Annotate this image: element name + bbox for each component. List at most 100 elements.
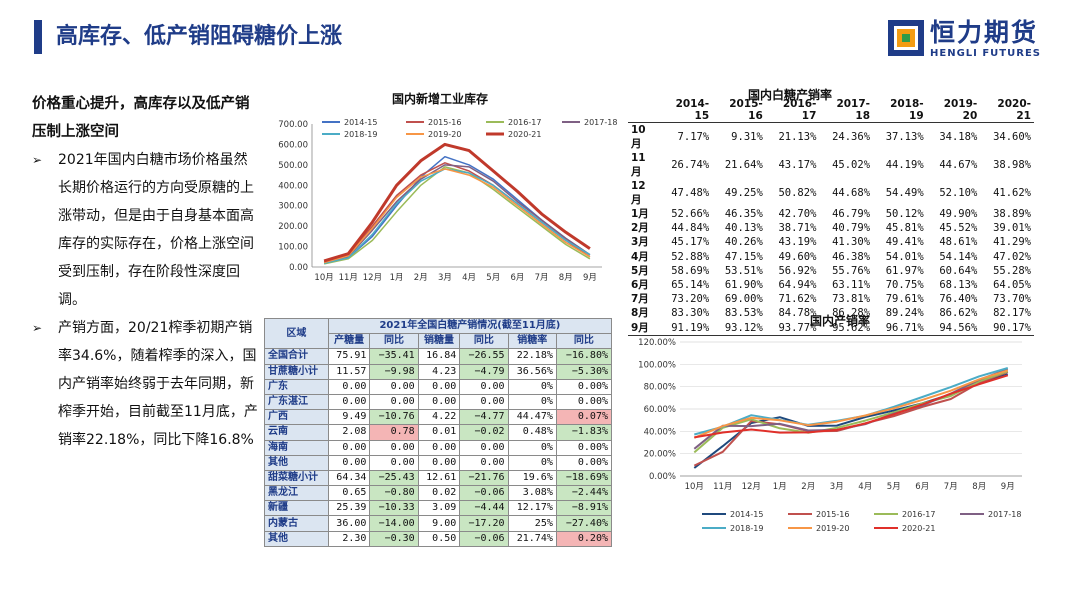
rate-cell: 73.81% [832,293,871,306]
x-tick-label: 9月 [583,273,597,283]
month-label: 10月 [628,122,659,151]
rate-cell: 91.19% [658,320,713,336]
value-cell: 0.00% [555,393,613,411]
value-cell: 0.00 [459,378,509,395]
column-header: 销糖量 [417,333,461,350]
rate-cell: 55.28% [993,264,1031,277]
value-cell: −10.76 [369,409,419,426]
rate-cell: 82.17% [993,307,1031,320]
table-row: 黑龙江 0.65 −0.80 0.02 −0.06 3.08% −2.44% [264,485,613,502]
summary-heading: 价格重心提升，高库存以及低产销压制上涨空间 [32,96,250,140]
y-tick-label: 600.00 [278,140,308,150]
value-cell: 0.00 [369,378,419,395]
value-cell: 0.01 [417,424,461,441]
table-header-row: 区域 2021年全国白糖产销情况(截至11月底) [264,317,613,350]
x-tick-label: 7月 [944,482,958,492]
region-header: 区域 [264,317,329,350]
season-column-header: 2014-15 [658,98,713,123]
series-line-2019-20 [323,168,591,264]
column-header: 同比 [555,333,613,350]
rate-cell: 44.67% [939,159,978,171]
rate-cell: 54.49% [885,187,924,199]
month-label: 6月 [631,279,649,292]
region-label: 广东湛江 [264,393,329,411]
rate-cell: 41.30% [832,236,871,249]
inventory-line-chart: 0.00 100.00 200.00 300.00 400.00 500.00 600.00… [278,118,617,283]
value-cell: −16.80% [555,348,613,365]
value-cell: −1.83% [555,424,613,441]
rate-cell: 86.28% [832,307,871,320]
series-line-2017-18 [323,164,591,264]
logo-mark-icon [888,20,924,56]
x-tick-label: 7月 [535,273,549,283]
table-row: 其他 2.30 −0.30 0.50 −0.06 21.74% 0.20% [264,530,613,547]
rate-cell: 83.30% [671,307,710,320]
rate-cell: 73.20% [671,293,710,306]
season-column-header: 2019-20 [926,98,981,123]
value-cell: 0% [507,439,557,456]
rate-cell: 73.70% [993,293,1031,306]
rate-cell: 24.36% [819,122,874,151]
column-header: 销糖率 [507,333,557,350]
table-row: 10月 7.17% 9.31% 21.13% 24.36% 37.13% 34.18% 34.… [628,122,1034,151]
value-cell: 36.00 [327,515,371,532]
rate-cell: 21.64% [724,159,763,171]
series-line-2020-21 [694,374,1009,439]
table-row: 广东湛江 0.00 0.00 0.00 0.00 0% 0.00% [264,393,613,411]
rate-cell: 86.62% [939,307,978,320]
value-cell: −27.40% [555,515,613,532]
rate-cell: 46.79% [832,208,871,221]
x-tick-label: 8月 [559,273,573,283]
series-line-2018-19 [323,168,591,265]
x-tick-label: 4月 [858,482,872,492]
legend-label: 2015-16 [816,510,849,519]
rate-cell: 44.68% [832,187,871,199]
month-label: 5月 [631,264,649,277]
x-tick-label: 11月 [713,482,732,492]
rate-cell: 49.90% [939,208,978,221]
legend-item: 2020-21 [486,130,541,139]
table-header-row: 2014-15 2015-16 2016-17 2017-18 2018-19 2019-… [628,98,1034,123]
value-cell: 0.48% [507,424,557,441]
rate-cell: 47.48% [671,187,710,199]
summary-bullet-text: 产销方面，20/21榨季初期产销率34.6%，随着榨季的深入，国内产销率始终弱于… [58,320,258,448]
value-cell: 0.00 [459,393,509,411]
month-label: 3月 [631,236,649,249]
value-cell: 0.00% [555,454,613,471]
arrow-bullet-icon: ➢ [32,321,43,335]
legend-item: 2015-16 [406,118,461,127]
rate-cell: 52.10% [939,187,978,199]
value-cell: 4.23 [417,363,461,380]
legend-label: 2016-17 [508,118,541,127]
value-cell: 16.84 [417,348,461,365]
table-row: 2月 44.84% 40.13% 38.71% 40.79% 45.81% 45.52% 39… [628,221,1034,235]
rate-cell: 48.61% [939,236,978,249]
value-cell: 0.00 [327,454,371,471]
rate-cell: 49.25% [724,187,763,199]
x-tick-label: 4月 [462,273,476,283]
value-cell: −0.06 [459,530,509,547]
value-cell: −25.43 [369,469,419,487]
month-header [628,98,659,123]
rate-cell: 93.77% [765,320,820,336]
value-cell: −14.00 [369,515,419,532]
table-row: 1月 52.66% 46.35% 42.70% 46.79% 50.12% 49.90% 38… [628,207,1034,221]
region-label: 云南 [264,424,329,441]
month-label: 2月 [631,222,649,235]
table-row: 云南 2.08 0.78 0.01 −0.02 0.48% −1.83% [264,424,613,441]
x-tick-label: 11月 [339,273,358,283]
column-header: 同比 [369,333,419,350]
region-label: 全国合计 [264,348,329,365]
rate-cell: 69.00% [724,293,763,306]
month-label: 8月 [631,307,649,320]
value-cell: −4.44 [459,500,509,517]
rate-cell: 37.13% [873,122,927,151]
table-row: 9月 91.19% 93.12% 93.77% 95.62% 96.71% 94.56% 90… [628,320,1034,336]
season-column-header: 2018-19 [873,98,927,123]
rate-cell: 41.62% [993,187,1031,199]
rate-cell: 46.38% [832,250,871,263]
value-cell: 0% [507,393,557,411]
value-cell: −8.91% [555,500,613,517]
rate-cell: 26.74% [671,159,710,171]
season-column-header: 2016-17 [765,98,820,123]
